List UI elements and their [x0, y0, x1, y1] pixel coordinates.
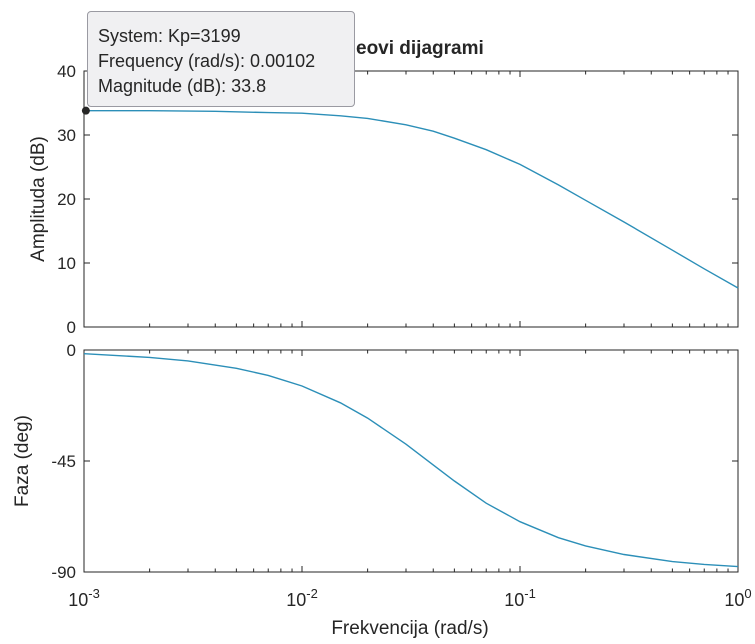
x-tick-label: 10-2	[286, 586, 318, 610]
phase-series-line	[83, 353, 739, 568]
magnitude-y-tick-label: 20	[57, 190, 76, 209]
data-tip[interactable]: System: Kp=3199 Frequency (rad/s): 0.001…	[87, 11, 355, 107]
x-tick-label: 10-1	[504, 586, 536, 610]
phase-y-tick-label: -90	[51, 563, 76, 582]
data-tip-marker	[81, 106, 90, 115]
data-tip-system: System: Kp=3199	[98, 26, 241, 46]
phase-y-axis-label: Faza (deg)	[12, 415, 33, 507]
magnitude-y-tick-label: 30	[57, 126, 76, 145]
phase-y-tick-label: 0	[67, 341, 76, 360]
chart-title: eovi dijagrami	[356, 38, 484, 59]
phase-y-tick-label: -45	[51, 452, 76, 471]
magnitude-axes-box	[83, 70, 739, 328]
x-axis-label: Frekvencija (rad/s)	[331, 618, 488, 639]
magnitude-y-tick-label: 10	[57, 254, 76, 273]
magnitude-y-tick-label: 40	[57, 62, 76, 81]
phase-axes-box	[83, 349, 739, 573]
magnitude-y-axis-label: Amplituda (dB)	[28, 136, 49, 262]
x-tick-label: 100	[724, 586, 751, 610]
data-tip-frequency: Frequency (rad/s): 0.00102	[98, 51, 316, 71]
data-tip-magnitude: Magnitude (dB): 33.8	[98, 76, 267, 96]
magnitude-series-line	[84, 109, 739, 289]
x-tick-label: 10-3	[68, 586, 100, 610]
magnitude-y-tick-label: 0	[67, 318, 76, 337]
